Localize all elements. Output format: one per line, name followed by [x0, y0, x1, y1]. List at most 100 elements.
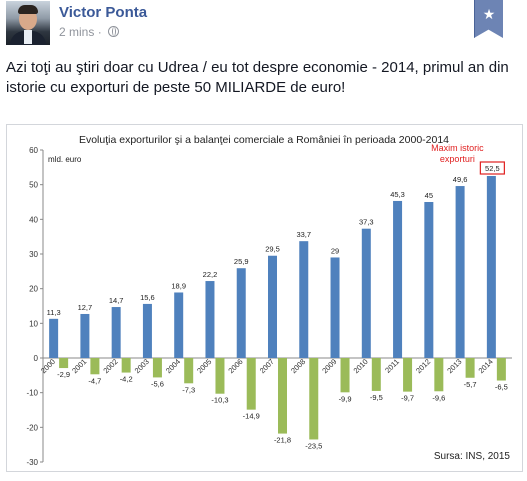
export-bar — [268, 255, 277, 358]
export-bar — [49, 318, 59, 358]
y-axis-unit-label: mld. euro — [48, 155, 82, 164]
balance-data-label: -9,7 — [401, 394, 414, 403]
export-data-label: 33,7 — [296, 230, 311, 239]
balance-data-label: -5,6 — [151, 379, 164, 388]
x-tick-label: 2009 — [320, 357, 338, 375]
export-bar — [236, 268, 246, 358]
y-tick-label: -30 — [26, 458, 38, 467]
author-name[interactable]: Victor Ponta — [59, 4, 148, 21]
export-bar — [80, 313, 90, 358]
x-tick-label: 2013 — [445, 357, 463, 375]
export-bar — [142, 303, 152, 358]
balance-data-label: -6,5 — [495, 383, 508, 392]
star-icon: ★ — [482, 6, 496, 22]
x-tick-label: 2007 — [258, 357, 276, 375]
y-tick-label: 50 — [29, 181, 38, 190]
y-tick-label: 10 — [29, 319, 38, 328]
export-data-label: 52,5 — [485, 164, 500, 173]
export-bar — [486, 176, 496, 358]
balance-bar — [340, 358, 350, 393]
balance-bar — [121, 358, 131, 373]
x-tick-label: 2003 — [133, 357, 151, 375]
balance-bar — [371, 358, 381, 391]
balance-bar — [403, 358, 413, 392]
balance-bar — [496, 358, 506, 381]
balance-data-label: -4,2 — [120, 375, 133, 384]
export-data-label: 12,7 — [78, 303, 93, 312]
meta-separator: · — [97, 25, 102, 39]
source-label: Sursa: INS, 2015 — [434, 451, 511, 462]
x-tick-label: 2004 — [164, 357, 182, 375]
x-tick-label: 2011 — [383, 357, 401, 375]
x-tick-label: 2010 — [352, 357, 370, 375]
globe-icon[interactable] — [108, 26, 120, 37]
y-tick-label: 30 — [29, 250, 38, 259]
y-tick-label: -20 — [26, 423, 38, 432]
export-bar — [455, 186, 465, 358]
post-text: Azi toţi au ştiri doar cu Udrea / eu tot… — [6, 59, 509, 96]
export-bar — [361, 228, 371, 358]
export-data-label: 22,2 — [203, 270, 218, 279]
author-avatar[interactable] — [6, 1, 50, 45]
export-data-label: 14,7 — [109, 296, 124, 305]
bookmark-ribbon[interactable]: ★ — [474, 0, 503, 38]
balance-bar — [59, 358, 69, 369]
x-tick-label: 2000 — [39, 357, 57, 375]
export-data-label: 25,9 — [234, 257, 249, 266]
chart-title: Evoluţia exporturilor şi a balanţei come… — [79, 134, 449, 146]
balance-bar — [246, 358, 256, 410]
balance-bar — [309, 358, 319, 440]
balance-data-label: -21,8 — [274, 436, 291, 445]
export-data-label: 29 — [331, 246, 339, 255]
post-time[interactable]: 2 mins — [59, 25, 95, 39]
balance-bar — [278, 358, 287, 434]
y-tick-label: 20 — [29, 285, 38, 294]
y-tick-label: 40 — [29, 215, 38, 224]
balance-data-label: -23,5 — [305, 441, 322, 450]
post-header: Victor Ponta 2 mins · ★ — [0, 0, 527, 50]
export-data-label: 49,6 — [453, 175, 468, 184]
export-bar — [174, 292, 184, 358]
export-bar — [393, 200, 403, 358]
balance-bar — [152, 358, 162, 378]
export-bar — [330, 257, 340, 358]
balance-bar — [90, 358, 100, 375]
balance-data-label: -9,9 — [339, 394, 352, 403]
x-tick-label: 2002 — [101, 357, 119, 375]
balance-bar — [434, 358, 444, 392]
balance-bar — [465, 358, 475, 378]
chart-image: Evoluţia exporturilor şi a balanţei come… — [6, 124, 523, 472]
y-tick-label: -10 — [26, 389, 38, 398]
export-bar — [205, 281, 215, 358]
y-tick-label: 0 — [34, 354, 39, 363]
x-tick-label: 2008 — [289, 357, 307, 375]
balance-data-label: -14,9 — [243, 412, 260, 421]
balance-data-label: -9,5 — [370, 393, 383, 402]
y-tick-label: 60 — [29, 146, 38, 155]
export-data-label: 15,6 — [140, 293, 155, 302]
export-chart: Evoluţia exporturilor şi a balanţei come… — [26, 134, 512, 467]
highlight-box — [479, 161, 505, 175]
balance-data-label: -4,7 — [88, 376, 101, 385]
export-bar — [111, 307, 121, 358]
export-bar — [299, 241, 309, 358]
balance-data-label: -5,7 — [464, 380, 477, 389]
balance-data-label: -7,3 — [182, 385, 195, 394]
export-bar — [424, 202, 434, 358]
export-data-label: 45,3 — [390, 190, 405, 199]
balance-data-label: -10,3 — [211, 396, 228, 405]
balance-bar — [184, 358, 194, 384]
balance-data-label: -9,6 — [432, 393, 445, 402]
export-data-label: 45 — [425, 191, 433, 200]
x-tick-label: 2012 — [414, 357, 432, 375]
x-tick-label: 2001 — [70, 357, 88, 375]
export-data-label: 37,3 — [359, 218, 374, 227]
post-meta: 2 mins · — [59, 25, 120, 39]
x-tick-label: 2005 — [195, 357, 213, 375]
export-data-label: 18,9 — [171, 281, 186, 290]
x-tick-label: 2014 — [477, 357, 495, 375]
annotation-line1: Maxim istoric — [431, 143, 484, 153]
export-data-label: 11,3 — [47, 308, 61, 317]
export-data-label: 29,5 — [265, 245, 280, 254]
balance-data-label: -2,9 — [57, 370, 70, 379]
